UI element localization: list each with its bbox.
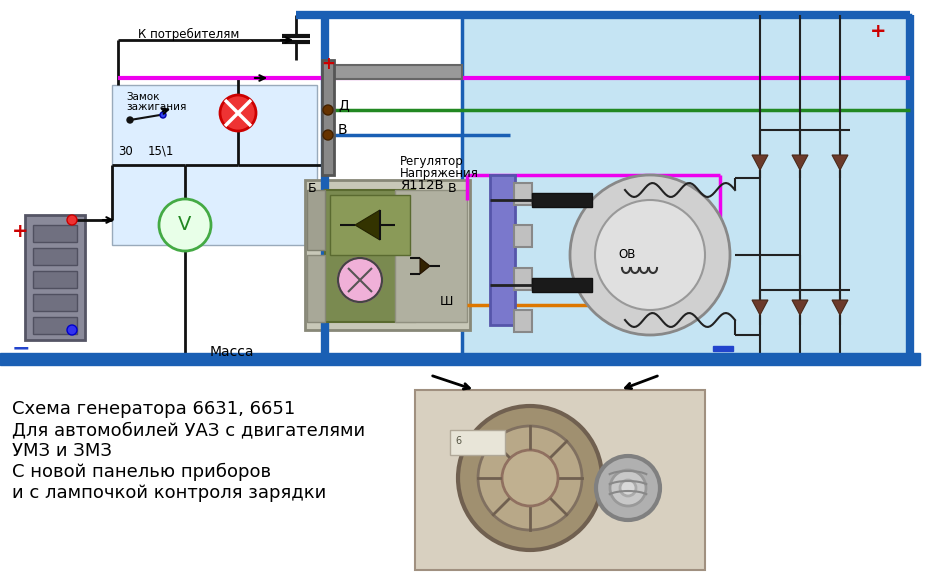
Bar <box>0 353 920 365</box>
Circle shape <box>620 480 636 496</box>
Text: С новой панелью приборов: С новой панелью приборов <box>12 463 271 481</box>
Polygon shape <box>792 300 808 315</box>
Circle shape <box>596 456 660 520</box>
Bar <box>450 430 505 455</box>
Polygon shape <box>355 210 380 240</box>
Text: +: + <box>321 55 335 73</box>
Bar <box>514 225 532 247</box>
Bar <box>514 310 532 332</box>
Bar <box>33 317 77 334</box>
Text: V: V <box>179 216 191 234</box>
Text: −: − <box>12 338 31 358</box>
Bar <box>325 190 415 322</box>
Bar <box>33 225 77 242</box>
Text: и с лампочкой контроля зарядки: и с лампочкой контроля зарядки <box>12 484 327 502</box>
Circle shape <box>220 95 256 131</box>
Bar <box>307 190 325 250</box>
Polygon shape <box>420 258 430 274</box>
Text: Я112В: Я112В <box>400 179 444 192</box>
Text: зажигания: зажигания <box>126 102 186 112</box>
Bar <box>112 85 317 245</box>
Circle shape <box>160 112 166 118</box>
Text: В: В <box>448 182 457 195</box>
Circle shape <box>478 426 582 530</box>
Text: +: + <box>870 22 886 41</box>
Circle shape <box>595 200 705 310</box>
Text: Регулятор: Регулятор <box>400 155 463 168</box>
Text: 15\1: 15\1 <box>148 145 175 158</box>
Text: Масса: Масса <box>210 345 254 359</box>
Bar <box>532 193 592 207</box>
Text: Для автомобилей УАЗ с двигателями: Для автомобилей УАЗ с двигателями <box>12 421 365 439</box>
Polygon shape <box>832 155 848 170</box>
Circle shape <box>570 175 730 335</box>
Circle shape <box>127 117 133 123</box>
Bar <box>415 390 705 570</box>
Circle shape <box>159 199 211 251</box>
Text: Б: Б <box>308 182 316 195</box>
Text: К потребителям: К потребителям <box>138 28 240 41</box>
Bar <box>322 60 334 175</box>
Bar <box>462 15 910 355</box>
Circle shape <box>338 258 382 302</box>
Text: +: + <box>12 222 29 241</box>
Circle shape <box>67 215 77 225</box>
Circle shape <box>502 450 558 506</box>
Bar <box>307 255 325 322</box>
Polygon shape <box>832 300 848 315</box>
Text: Д: Д <box>338 98 349 112</box>
Polygon shape <box>752 300 768 315</box>
Text: Замок: Замок <box>126 92 159 102</box>
Circle shape <box>458 406 602 550</box>
Bar <box>334 65 462 79</box>
Circle shape <box>610 470 646 506</box>
Bar <box>305 180 470 330</box>
Polygon shape <box>792 155 808 170</box>
Text: Ш: Ш <box>440 295 453 308</box>
Text: −: − <box>712 342 728 360</box>
Bar <box>33 294 77 311</box>
Polygon shape <box>752 155 768 170</box>
Bar <box>330 195 410 255</box>
Text: Схема генератора 6631, 6651: Схема генератора 6631, 6651 <box>12 400 295 418</box>
Bar <box>33 271 77 288</box>
Bar <box>713 346 733 351</box>
Bar <box>25 215 85 340</box>
Bar <box>514 268 532 290</box>
Text: ОВ: ОВ <box>618 248 635 261</box>
Bar <box>514 183 532 205</box>
Text: Напряжения: Напряжения <box>400 167 479 180</box>
Circle shape <box>323 130 333 140</box>
Circle shape <box>323 105 333 115</box>
Bar <box>395 190 467 322</box>
Text: УМЗ и ЗМЗ: УМЗ и ЗМЗ <box>12 442 112 460</box>
Text: 30: 30 <box>118 145 133 158</box>
Bar <box>33 248 77 265</box>
Bar <box>532 278 592 292</box>
Text: В: В <box>338 123 348 137</box>
Text: 6: 6 <box>455 436 462 446</box>
Bar <box>490 175 515 325</box>
Circle shape <box>67 325 77 335</box>
